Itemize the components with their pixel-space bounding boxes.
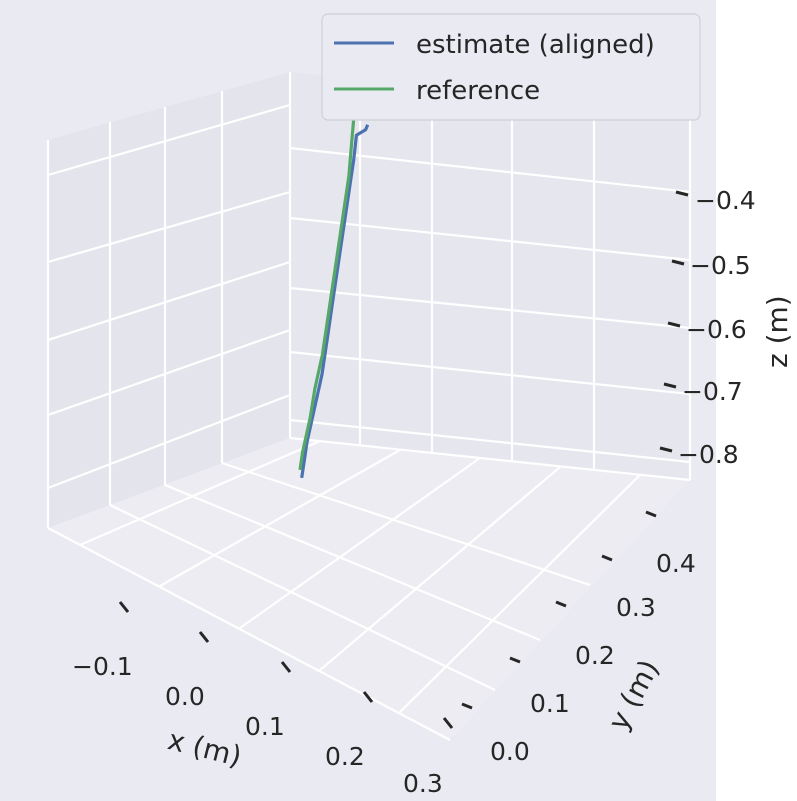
z-tick-label: −0.5 xyxy=(690,251,751,280)
x-tick-marks xyxy=(118,601,454,729)
series-lines xyxy=(298,89,370,479)
legend-box xyxy=(321,13,701,121)
x-tick-label: 0.3 xyxy=(403,769,443,798)
grid-lines xyxy=(46,72,692,741)
x-tick-label: −0.1 xyxy=(72,652,133,681)
legend: estimate (aligned) reference xyxy=(321,13,701,121)
y-tick-label: 0.0 xyxy=(490,737,530,766)
z-tick-label: −0.8 xyxy=(678,440,739,469)
x-tick-label: 0.0 xyxy=(165,682,205,711)
z-tick-marks xyxy=(659,190,689,453)
y-tick-label: 0.3 xyxy=(616,593,656,622)
z-tick-label: −0.7 xyxy=(682,377,743,406)
z-tick-label: −0.4 xyxy=(695,186,756,215)
y-tick-label: 0.4 xyxy=(656,549,696,578)
series-line-estimate xyxy=(300,124,370,479)
y-tick-labels: 0.0 0.1 0.2 0.3 0.4 xyxy=(490,549,696,766)
legend-label-estimate: estimate (aligned) xyxy=(416,30,655,60)
y-tick-marks xyxy=(461,510,657,710)
figure-margin xyxy=(716,0,797,801)
y-tick-label: 0.1 xyxy=(530,689,570,718)
y-tick-label: 0.2 xyxy=(575,641,615,670)
legend-label-reference: reference xyxy=(416,76,540,106)
z-tick-labels: −0.4 −0.5 −0.6 −0.7 −0.8 xyxy=(678,186,756,469)
x-tick-label: 0.2 xyxy=(325,742,365,771)
series-line-reference xyxy=(298,89,361,471)
x-tick-label: 0.1 xyxy=(245,712,285,741)
back-right-pane xyxy=(290,72,690,480)
z-axis-label: z (m) xyxy=(761,295,794,368)
x-tick-labels: −0.1 0.0 0.1 0.2 0.3 xyxy=(72,652,443,798)
floor-pane xyxy=(48,438,690,740)
z-tick-label: −0.6 xyxy=(686,315,747,344)
